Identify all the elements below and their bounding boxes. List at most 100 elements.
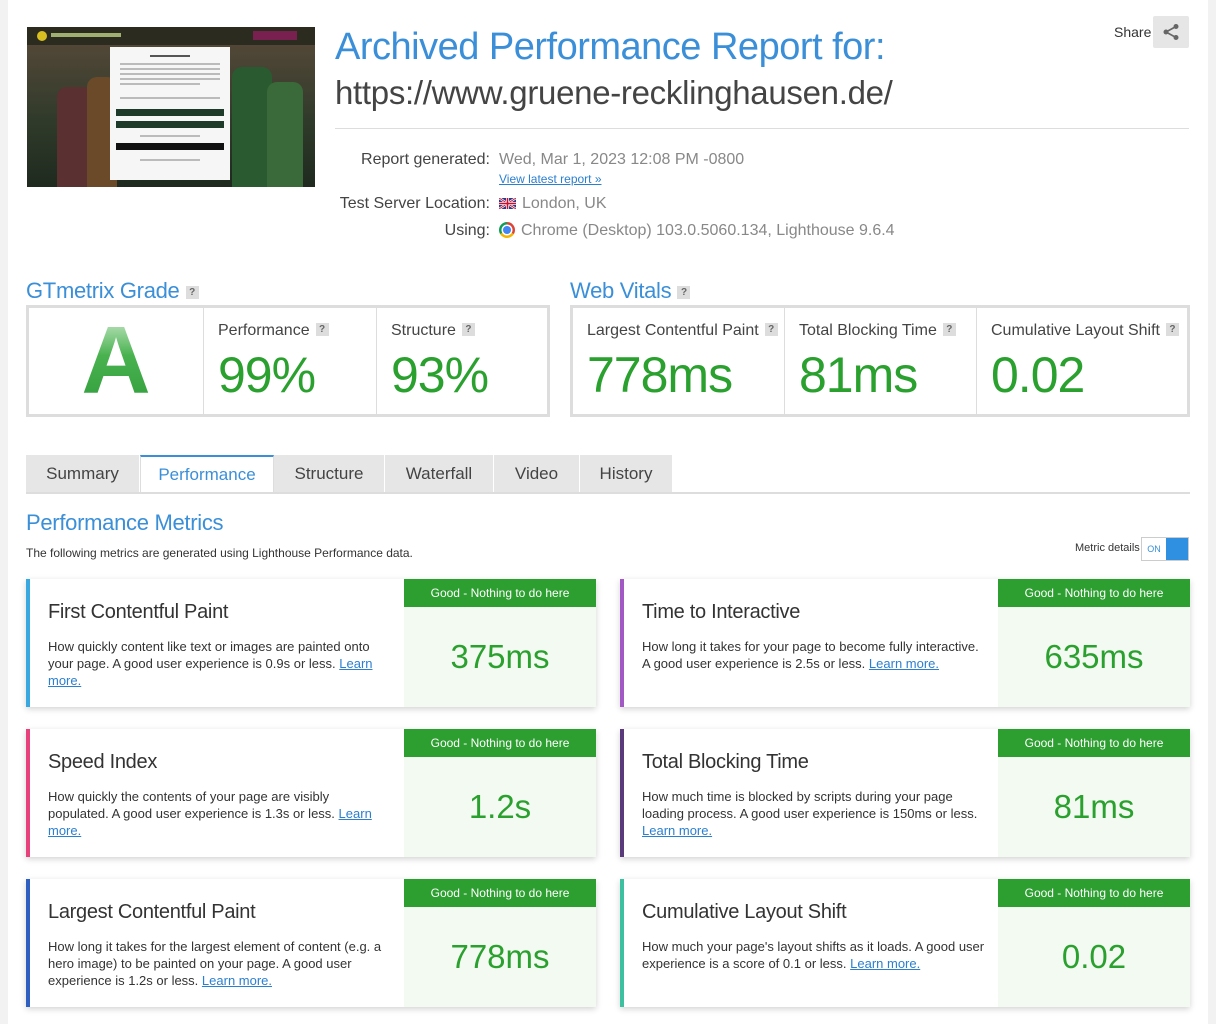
report-url: https://www.gruene-recklinghausen.de/	[335, 74, 893, 111]
toggle-knob	[1166, 538, 1188, 560]
learn-more-link[interactable]: Learn more.	[642, 823, 713, 838]
metric-description: How much time is blocked by scripts duri…	[642, 789, 978, 838]
help-icon[interactable]: ?	[942, 323, 956, 336]
tbt-value: 81ms	[799, 347, 918, 403]
report-page: Archived Performance Report for: https:/…	[8, 0, 1208, 1024]
card-accent-bar	[26, 729, 30, 857]
metric-details-toggle[interactable]: ON	[1141, 537, 1189, 561]
metric-card-speed-index: Speed Index How quickly the contents of …	[26, 729, 596, 857]
vital-lcp: Largest Contentful Paint? 778ms	[573, 308, 784, 414]
structure-label: Structure	[391, 322, 456, 339]
metric-value: 1.2s	[404, 757, 596, 857]
metric-status-badge: Good - Nothing to do here	[998, 729, 1190, 757]
metric-card-cumulative-layout-shift: Cumulative Layout Shift How much your pa…	[620, 879, 1190, 1007]
report-tabs: Summary Performance Structure Waterfall …	[26, 455, 673, 493]
metric-status-badge: Good - Nothing to do here	[404, 579, 596, 607]
using-label: Using:	[444, 222, 490, 239]
report-generated-label: Report generated:	[361, 151, 490, 168]
share-icon	[1163, 24, 1179, 40]
metric-name: Largest Contentful Paint	[48, 901, 256, 923]
gtmetrix-grade-title: GTmetrix Grade	[26, 278, 180, 303]
metric-description: How long it takes for the largest elemen…	[48, 939, 382, 988]
metric-card-total-blocking-time: Total Blocking Time How much time is blo…	[620, 729, 1190, 857]
metric-name: First Contentful Paint	[48, 601, 229, 623]
report-title: Archived Performance Report for:	[335, 26, 886, 68]
metric-name: Cumulative Layout Shift	[642, 901, 847, 923]
metric-description: How quickly the contents of your page ar…	[48, 789, 372, 838]
view-latest-report-link[interactable]: View latest report »	[499, 172, 602, 186]
performance-label: Performance	[218, 322, 310, 339]
metric-value: 635ms	[998, 607, 1190, 707]
metric-card-first-contentful-paint: First Contentful Paint How quickly conte…	[26, 579, 596, 707]
help-icon[interactable]: ?	[677, 286, 691, 299]
tab-performance[interactable]: Performance	[140, 455, 274, 493]
page-screenshot-thumbnail[interactable]	[27, 27, 315, 187]
sunflower-logo-icon	[37, 31, 47, 41]
tab-summary[interactable]: Summary	[26, 455, 140, 493]
vital-cls: Cumulative Layout Shift? 0.02	[976, 308, 1188, 414]
metric-value: 81ms	[998, 757, 1190, 857]
metric-name: Speed Index	[48, 751, 158, 773]
tab-history[interactable]: History	[580, 455, 673, 493]
report-generated-value: Wed, Mar 1, 2023 12:08 PM -0800	[499, 151, 745, 168]
help-icon[interactable]: ?	[315, 323, 329, 336]
card-accent-bar	[26, 879, 30, 1007]
card-accent-bar	[620, 579, 624, 707]
help-icon[interactable]: ?	[185, 286, 199, 299]
metric-status-badge: Good - Nothing to do here	[998, 579, 1190, 607]
metric-status-badge: Good - Nothing to do here	[404, 729, 596, 757]
help-icon[interactable]: ?	[1165, 323, 1179, 336]
cls-value: 0.02	[991, 347, 1085, 403]
metric-status-badge: Good - Nothing to do here	[404, 879, 596, 907]
metric-description: How quickly content like text or images …	[48, 639, 373, 688]
card-accent-bar	[620, 729, 624, 857]
using-value: Chrome (Desktop) 103.0.5060.134, Lightho…	[521, 222, 895, 239]
web-vitals-title: Web Vitals	[570, 278, 672, 303]
cls-label: Cumulative Layout Shift	[991, 322, 1160, 339]
metric-details-label: Metric details	[1075, 542, 1140, 554]
structure-score: Structure? 93%	[376, 308, 548, 414]
location-value: London, UK	[522, 195, 607, 212]
performance-metrics-subtitle: The following metrics are generated usin…	[26, 546, 413, 560]
metric-value: 0.02	[998, 907, 1190, 1007]
performance-score: Performance? 99%	[203, 308, 376, 414]
help-icon[interactable]: ?	[461, 323, 475, 336]
web-vitals-box: Largest Contentful Paint? 778ms Total Bl…	[570, 305, 1190, 417]
structure-value: 93%	[391, 347, 489, 403]
tab-video[interactable]: Video	[494, 455, 580, 493]
test-server-location-label: Test Server Location:	[339, 195, 490, 212]
metric-status-badge: Good - Nothing to do here	[998, 879, 1190, 907]
card-accent-bar	[620, 879, 624, 1007]
learn-more-link[interactable]: Learn more.	[48, 806, 372, 838]
using-browser: Chrome (Desktop) 103.0.5060.134, Lightho…	[499, 222, 895, 240]
share-label: Share	[1114, 24, 1152, 40]
tab-structure[interactable]: Structure	[274, 455, 385, 493]
tab-waterfall[interactable]: Waterfall	[385, 455, 494, 493]
learn-more-link[interactable]: Learn more.	[48, 656, 373, 688]
uk-flag-icon	[499, 198, 516, 209]
chrome-icon	[499, 222, 515, 238]
web-vitals-heading: Web Vitals?	[570, 278, 691, 304]
learn-more-link[interactable]: Learn more.	[850, 956, 921, 971]
gtmetrix-grade-box: A Performance? 99% Structure? 93%	[26, 305, 550, 417]
cookie-dialog-preview	[110, 47, 230, 180]
help-icon[interactable]: ?	[764, 323, 778, 336]
lcp-label: Largest Contentful Paint	[587, 322, 759, 339]
vital-tbt: Total Blocking Time? 81ms	[784, 308, 976, 414]
header-divider	[335, 128, 1189, 129]
metric-value: 778ms	[404, 907, 596, 1007]
metric-description: How long it takes for your page to becom…	[642, 639, 979, 671]
lcp-value: 778ms	[587, 347, 733, 403]
card-accent-bar	[26, 579, 30, 707]
tabs-divider	[26, 492, 1190, 494]
share-button[interactable]	[1153, 16, 1189, 48]
learn-more-link[interactable]: Learn more.	[868, 656, 940, 671]
metric-name: Total Blocking Time	[642, 751, 809, 773]
gtmetrix-grade-heading: GTmetrix Grade?	[26, 278, 199, 304]
metric-card-time-to-interactive: Time to Interactive How long it takes fo…	[620, 579, 1190, 707]
learn-more-link[interactable]: Learn more.	[201, 973, 273, 988]
grade-letter: A	[81, 307, 151, 414]
test-server-location: London, UK	[499, 195, 607, 213]
metric-description: How much your page's layout shifts as it…	[642, 939, 985, 971]
performance-metrics-title: Performance Metrics	[26, 510, 224, 535]
